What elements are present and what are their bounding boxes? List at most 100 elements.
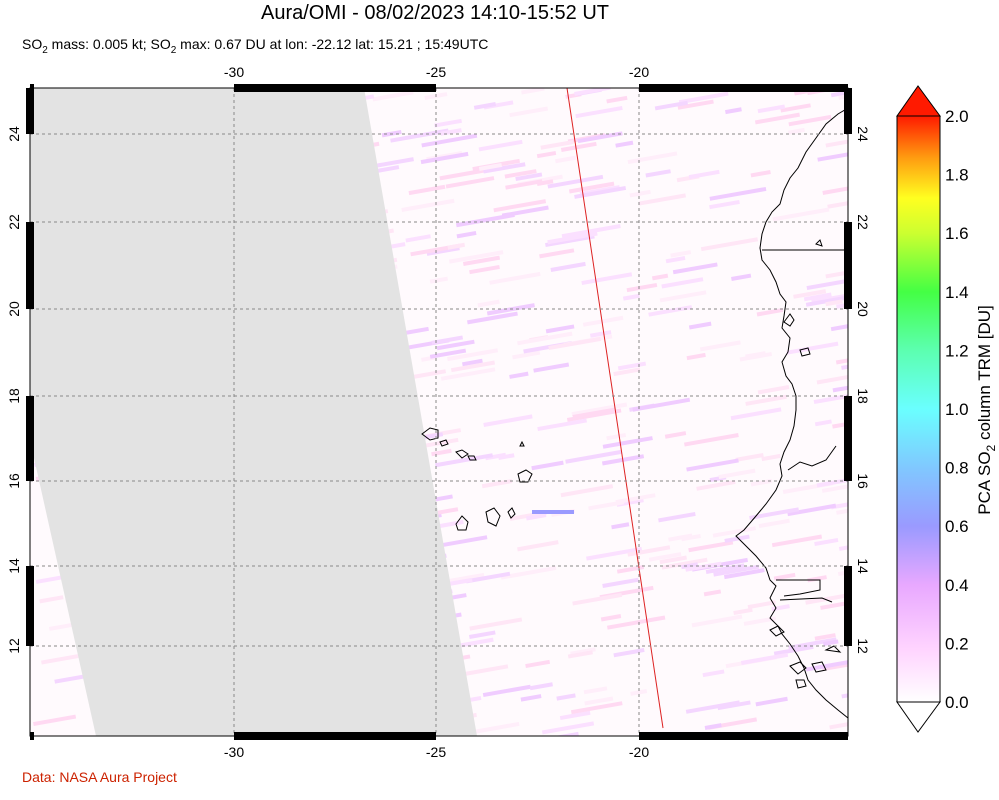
- swath-streak: [478, 162, 503, 171]
- swath-streak: [504, 169, 537, 179]
- swath-streak: [517, 331, 573, 346]
- swath-streak: [626, 282, 658, 293]
- swath-streak: [493, 199, 547, 213]
- swath-streak: [455, 212, 515, 228]
- swath-streak: [521, 88, 545, 95]
- swath-streak: [678, 91, 729, 105]
- swath-streak: [429, 348, 467, 359]
- swath-streak: [539, 248, 575, 259]
- swath-streak: [611, 522, 630, 530]
- swath-streak: [761, 453, 781, 462]
- swath-streak: [606, 95, 628, 104]
- swath-streak: [709, 199, 740, 210]
- swath-streak: [617, 361, 647, 371]
- swath-streak: [447, 242, 466, 250]
- colorbar-tick-label: 1.4: [945, 283, 969, 302]
- swath-streak: [509, 371, 529, 379]
- swath-streak: [437, 535, 488, 548]
- swath-streak: [606, 432, 627, 441]
- colorbar-tick-label: 1.0: [945, 400, 969, 419]
- swath-streak: [615, 140, 634, 148]
- swath-streak: [613, 647, 645, 658]
- colorbar-tick-label: 0.2: [945, 634, 969, 653]
- swath-streak: [586, 546, 643, 561]
- lat-label-right-22: 22: [855, 214, 871, 230]
- swath-streak: [575, 105, 623, 119]
- swath-streak: [803, 292, 832, 302]
- swath-streak: [555, 155, 577, 164]
- swath-streak: [431, 335, 464, 345]
- swath-streak: [709, 186, 767, 201]
- colorbar-ramp: [896, 115, 941, 703]
- swath-streak: [772, 207, 830, 222]
- swath-streak: [475, 721, 520, 734]
- lat-label-left-20: 20: [6, 301, 22, 317]
- swath-streak: [483, 100, 514, 110]
- swath-streak: [825, 134, 848, 148]
- swath-streak: [448, 250, 504, 264]
- swath-streak: [771, 604, 790, 612]
- swath-streak: [668, 533, 693, 542]
- swath-streak: [755, 696, 788, 707]
- lat-label-right-20: 20: [855, 301, 871, 317]
- swath-streak: [509, 106, 549, 118]
- swath-streak: [659, 555, 687, 565]
- swath-streak: [606, 615, 666, 630]
- swath-streak: [740, 652, 789, 665]
- cape-verde-islands: [421, 427, 533, 531]
- swath-streak: [807, 575, 827, 583]
- swath-streak: [788, 127, 805, 135]
- swath-streak: [817, 151, 848, 162]
- swath-streak: [681, 562, 699, 570]
- swath-streak: [677, 99, 714, 110]
- swath-streak: [754, 112, 800, 125]
- swath-streak: [589, 330, 612, 338]
- swath-streak: [462, 358, 483, 367]
- swath-streak: [805, 660, 848, 672]
- swath-streak: [505, 179, 543, 190]
- swath-streak: [560, 141, 597, 152]
- swath-streak: [550, 261, 586, 272]
- swath-streak: [547, 231, 598, 245]
- swath-streak: [469, 630, 496, 639]
- swath-streak: [541, 721, 595, 735]
- swath-streak: [832, 385, 848, 393]
- lat-label-left-12: 12: [6, 638, 22, 654]
- swath-streak: [390, 128, 449, 143]
- swath-streak: [469, 617, 523, 631]
- swath-streak: [825, 299, 843, 307]
- swath-streak: [788, 114, 832, 127]
- swath-streak: [805, 294, 848, 307]
- swath-streak: [703, 589, 722, 597]
- swath-streak: [829, 720, 848, 730]
- swath-streak: [820, 596, 848, 610]
- swath-streak: [816, 370, 848, 385]
- swath-streak: [718, 468, 756, 480]
- swath-streak: [548, 336, 602, 350]
- swath-streak: [665, 255, 686, 264]
- swath-streak: [450, 360, 496, 373]
- swath-streak: [699, 340, 741, 352]
- swath-streak: [813, 391, 848, 405]
- swath-streak: [691, 614, 743, 628]
- swath-streak: [567, 650, 593, 659]
- lon-label-top-30: -30: [224, 64, 244, 80]
- border-line: [762, 249, 848, 603]
- lat-label-right-14: 14: [855, 558, 871, 574]
- swath-streak: [651, 273, 669, 281]
- swath-streak: [602, 436, 653, 449]
- swath-streak: [702, 669, 725, 678]
- swath-streak: [536, 150, 557, 159]
- swath-streak: [713, 564, 760, 577]
- swath-streak: [841, 355, 848, 370]
- swath-streak: [478, 139, 523, 152]
- swath-streak: [547, 174, 604, 189]
- swath-streak: [749, 507, 800, 520]
- lat-label-right-18: 18: [855, 388, 871, 404]
- swath-streak: [773, 572, 796, 581]
- swath-streak: [786, 341, 839, 355]
- swath-streak: [41, 654, 79, 665]
- swath-streak: [672, 262, 718, 275]
- colorbar-tick-label: 2.0: [945, 107, 969, 126]
- swath-streak: [654, 100, 689, 111]
